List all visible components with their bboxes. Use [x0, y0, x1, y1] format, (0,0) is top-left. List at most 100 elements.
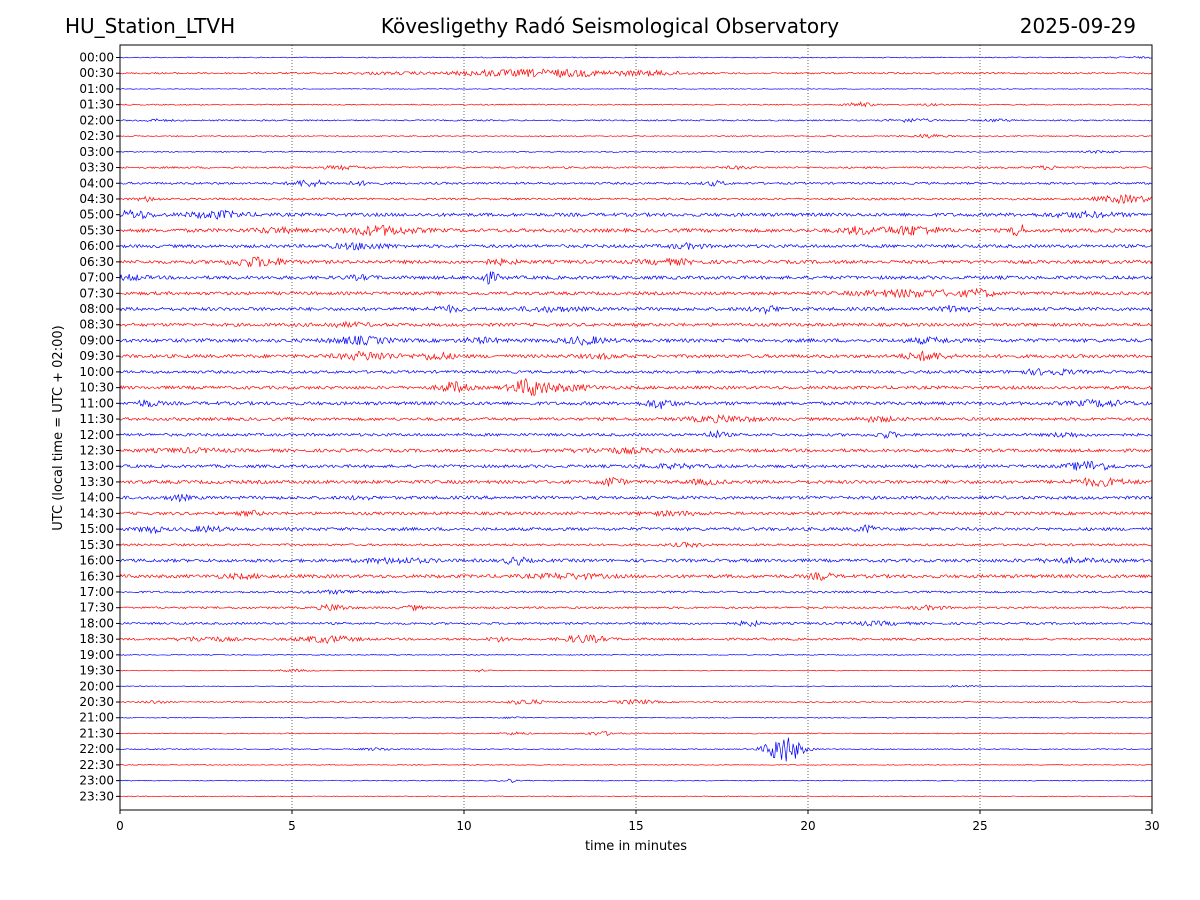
trace-03:30 [119, 164, 1153, 171]
trace-01:30 [119, 101, 1153, 108]
trace-09:00 [119, 335, 1153, 346]
y-tick-label: 22:00 [79, 742, 114, 756]
trace-04:00 [119, 179, 1153, 188]
trace-17:30 [119, 603, 1153, 612]
y-tick-label: 01:00 [79, 82, 114, 96]
trace-12:00 [119, 429, 1153, 440]
y-tick-label: 19:00 [79, 648, 114, 662]
y-tick-label: 23:00 [79, 774, 114, 788]
trace-18:00 [119, 619, 1153, 628]
trace-10:30 [119, 377, 1153, 397]
y-tick-label: 20:30 [79, 695, 114, 709]
trace-20:00 [119, 684, 1153, 688]
trace-21:30 [119, 731, 1153, 737]
trace-23:30 [119, 795, 1153, 798]
trace-10:00 [119, 367, 1153, 376]
y-tick-label: 17:00 [79, 585, 114, 599]
trace-11:30 [119, 413, 1153, 424]
y-tick-label: 22:30 [79, 758, 114, 772]
x-tick-label: 20 [800, 819, 815, 833]
trace-group [119, 56, 1153, 798]
trace-07:00 [119, 271, 1153, 285]
y-tick-label: 19:30 [79, 664, 114, 678]
y-tick-label: 03:30 [79, 161, 114, 175]
trace-16:30 [119, 571, 1153, 581]
y-tick-label: 06:00 [79, 239, 114, 253]
y-tick-label: 15:30 [79, 538, 114, 552]
trace-15:30 [119, 541, 1153, 549]
trace-02:30 [119, 133, 1153, 139]
y-tick-label: 13:30 [79, 475, 114, 489]
x-tick-label: 5 [288, 819, 296, 833]
y-tick-label: 02:30 [79, 129, 114, 143]
trace-06:00 [119, 241, 1153, 251]
y-tick-label: 07:30 [79, 286, 114, 300]
trace-03:00 [119, 150, 1153, 154]
y-tick-label: 10:00 [79, 365, 114, 379]
y-tick-label: 05:00 [79, 208, 114, 222]
plot-frame [119, 44, 1153, 811]
y-tick-label: 08:30 [79, 318, 114, 332]
y-axis-label: UTC (local time = UTC + 02:00) [51, 325, 66, 530]
trace-06:30 [119, 256, 1153, 268]
trace-13:30 [119, 476, 1153, 488]
trace-08:00 [119, 304, 1153, 315]
y-tick-label: 21:00 [79, 711, 114, 725]
y-tick-label: 04:30 [79, 192, 114, 206]
grid-lines [291, 45, 981, 810]
y-tick-label: 16:30 [79, 569, 114, 583]
x-tick-label: 10 [456, 819, 471, 833]
y-tick-label: 17:30 [79, 601, 114, 615]
chart-title: Kövesligethy Radó Seismological Observat… [380, 14, 840, 38]
y-tick-label: 00:30 [79, 66, 114, 80]
trace-21:00 [119, 716, 1153, 720]
y-tick-label: 13:00 [79, 459, 114, 473]
trace-15:00 [119, 524, 1153, 535]
y-tick-label: 14:00 [79, 491, 114, 505]
chart-date: 2025-09-29 [1019, 14, 1136, 38]
trace-11:00 [119, 398, 1153, 410]
trace-16:00 [119, 556, 1153, 566]
x-tick-label: 30 [1144, 819, 1159, 833]
y-tick-label: 14:30 [79, 506, 114, 520]
y-tick-label: 10:30 [79, 381, 114, 395]
y-tick-label: 07:00 [79, 271, 114, 285]
x-tick-label: 25 [972, 819, 987, 833]
trace-05:30 [119, 224, 1153, 237]
y-tick-label: 03:00 [79, 145, 114, 159]
y-tick-label: 09:00 [79, 333, 114, 347]
y-tick-label: 18:30 [79, 632, 114, 646]
x-tick-group: 0 5 10 15 20 25 30 [116, 810, 1160, 833]
y-tick-label: 18:00 [79, 616, 114, 630]
trace-05:00 [119, 209, 1153, 220]
trace-04:30 [119, 194, 1153, 205]
y-tick-label: 06:30 [79, 255, 114, 269]
trace-14:30 [119, 509, 1153, 518]
station-name: HU_Station_LTVH [65, 14, 236, 38]
y-tick-label: 11:30 [79, 412, 114, 426]
y-tick-label: 01:30 [79, 98, 114, 112]
trace-14:00 [119, 493, 1153, 503]
trace-18:30 [119, 634, 1153, 644]
trace-01:00 [119, 88, 1153, 90]
trace-23:00 [119, 778, 1153, 783]
y-tick-label: 16:00 [79, 554, 114, 568]
y-tick-label: 08:00 [79, 302, 114, 316]
y-tick-label: 23:30 [79, 789, 114, 803]
y-tick-label: 02:00 [79, 113, 114, 127]
y-tick-label: 11:00 [79, 396, 114, 410]
x-axis-label: time in minutes [585, 839, 687, 854]
trace-20:30 [119, 698, 1153, 705]
y-tick-label: 21:30 [79, 726, 114, 740]
trace-22:30 [119, 764, 1153, 766]
trace-07:30 [119, 288, 1153, 299]
y-tick-label: 20:00 [79, 679, 114, 693]
trace-12:30 [119, 446, 1153, 455]
x-tick-label: 15 [628, 819, 643, 833]
trace-17:00 [119, 589, 1153, 596]
trace-00:00 [119, 56, 1153, 59]
y-tick-label: 12:30 [79, 444, 114, 458]
y-tick-label: 12:00 [79, 428, 114, 442]
y-tick-label: 00:00 [79, 51, 114, 65]
